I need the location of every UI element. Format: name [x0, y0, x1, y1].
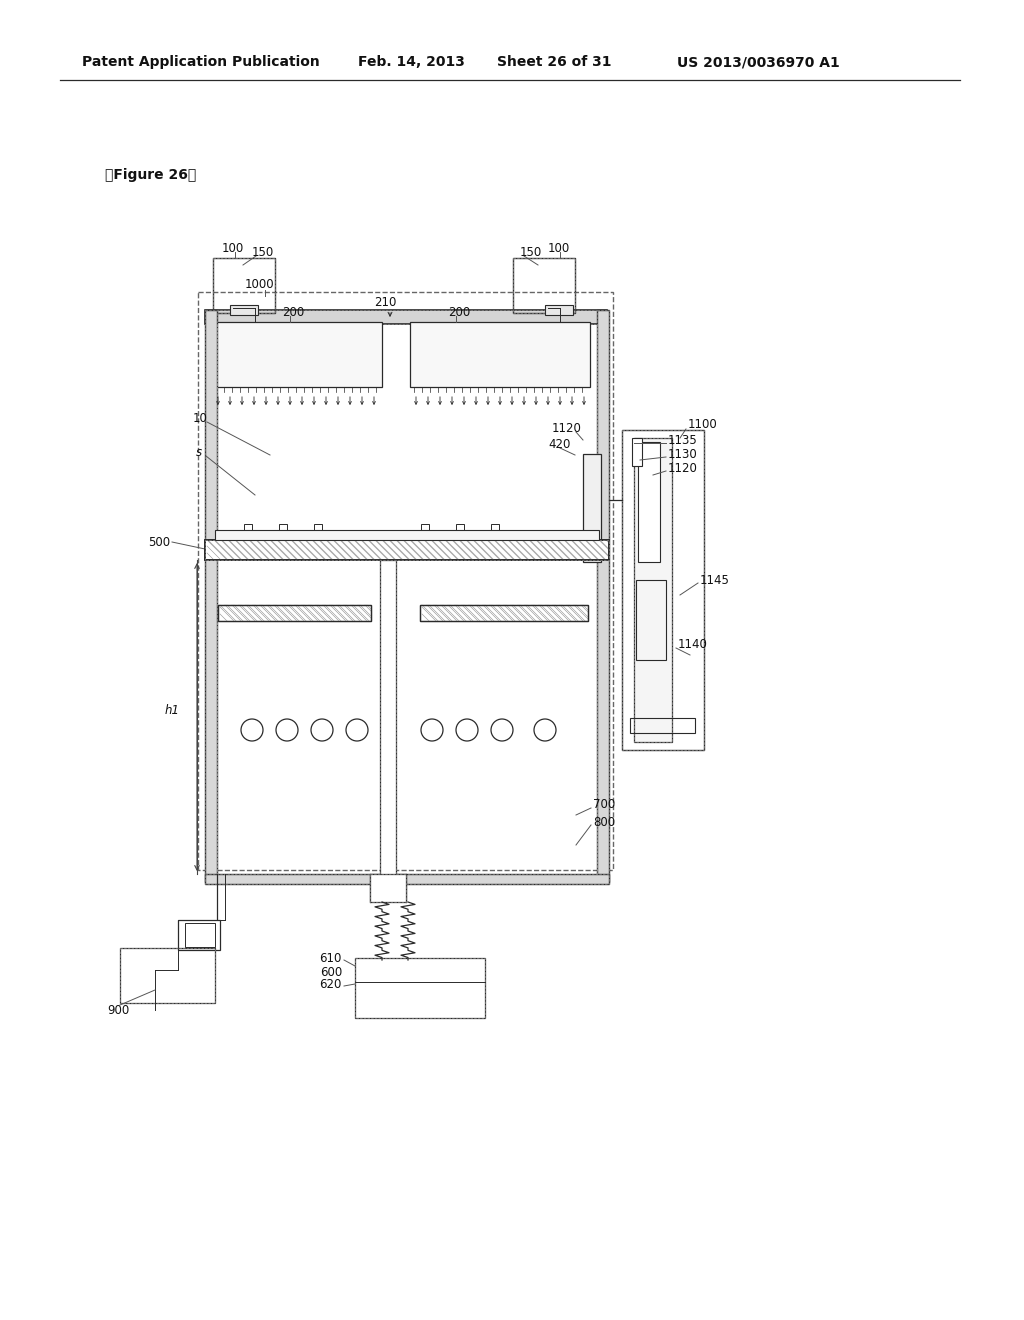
Text: 1120: 1120 — [552, 421, 582, 434]
Text: US 2013/0036970 A1: US 2013/0036970 A1 — [677, 55, 840, 69]
Text: 900: 900 — [106, 1003, 129, 1016]
Bar — [198, 292, 613, 870]
Bar — [622, 430, 705, 750]
Bar — [545, 305, 573, 315]
Bar — [355, 958, 485, 1018]
Text: 100: 100 — [548, 242, 570, 255]
Bar — [630, 718, 695, 733]
Text: 200: 200 — [282, 305, 304, 318]
Bar — [205, 540, 609, 560]
Bar — [205, 310, 217, 882]
Bar — [185, 923, 215, 946]
Text: 620: 620 — [319, 978, 342, 991]
Bar — [420, 605, 588, 620]
Bar — [583, 454, 601, 562]
Bar — [420, 605, 588, 620]
Bar — [634, 438, 672, 742]
Bar — [279, 524, 287, 531]
Text: 610: 610 — [319, 952, 342, 965]
Bar — [205, 310, 607, 323]
Bar — [213, 257, 275, 313]
Bar — [205, 310, 607, 323]
Text: 700: 700 — [593, 799, 615, 812]
Bar — [205, 874, 609, 884]
Bar — [212, 322, 382, 387]
Bar — [120, 948, 215, 1003]
Text: Feb. 14, 2013: Feb. 14, 2013 — [358, 55, 465, 69]
Bar — [597, 310, 609, 882]
Bar — [636, 579, 666, 660]
Bar — [380, 560, 396, 894]
Bar — [120, 948, 215, 1003]
Bar — [218, 605, 371, 620]
Bar — [410, 322, 590, 387]
Bar — [218, 605, 371, 620]
Bar — [370, 874, 406, 902]
Bar — [244, 524, 252, 531]
Bar — [456, 524, 464, 531]
Text: 800: 800 — [593, 816, 615, 829]
Text: 150: 150 — [520, 246, 543, 259]
Text: 1120: 1120 — [668, 462, 698, 474]
Bar — [622, 430, 705, 750]
Text: 1100: 1100 — [688, 418, 718, 432]
Bar — [513, 257, 575, 313]
Bar — [205, 540, 609, 560]
Bar — [213, 257, 275, 313]
Text: 1135: 1135 — [668, 433, 697, 446]
Text: s: s — [196, 446, 202, 458]
Bar — [597, 310, 609, 882]
Text: h1: h1 — [165, 704, 180, 717]
Bar — [230, 305, 258, 315]
Bar — [370, 874, 406, 902]
Text: 500: 500 — [147, 536, 170, 549]
Bar — [632, 438, 642, 466]
Text: Sheet 26 of 31: Sheet 26 of 31 — [497, 55, 611, 69]
Bar — [314, 524, 322, 531]
Bar — [490, 524, 499, 531]
Bar — [355, 958, 485, 1018]
Text: 1140: 1140 — [678, 639, 708, 652]
Text: 1145: 1145 — [700, 573, 730, 586]
Text: Patent Application Publication: Patent Application Publication — [82, 55, 319, 69]
Text: 600: 600 — [319, 965, 342, 978]
Bar — [421, 524, 429, 531]
Text: 420: 420 — [548, 437, 570, 450]
Text: 10: 10 — [193, 412, 208, 425]
Bar — [205, 874, 609, 884]
Text: 200: 200 — [449, 305, 470, 318]
Bar — [634, 438, 672, 742]
Text: 1130: 1130 — [668, 447, 697, 461]
Text: 210: 210 — [374, 297, 396, 309]
Bar — [638, 442, 660, 562]
Text: 100: 100 — [222, 242, 245, 255]
Text: 150: 150 — [252, 246, 274, 259]
Bar — [205, 540, 609, 560]
Bar — [215, 531, 599, 540]
Text: 【Figure 26】: 【Figure 26】 — [105, 168, 197, 182]
Bar — [513, 257, 575, 313]
Bar — [380, 560, 396, 894]
Bar — [205, 310, 217, 882]
Bar — [178, 920, 220, 950]
Text: 1000: 1000 — [245, 279, 274, 292]
